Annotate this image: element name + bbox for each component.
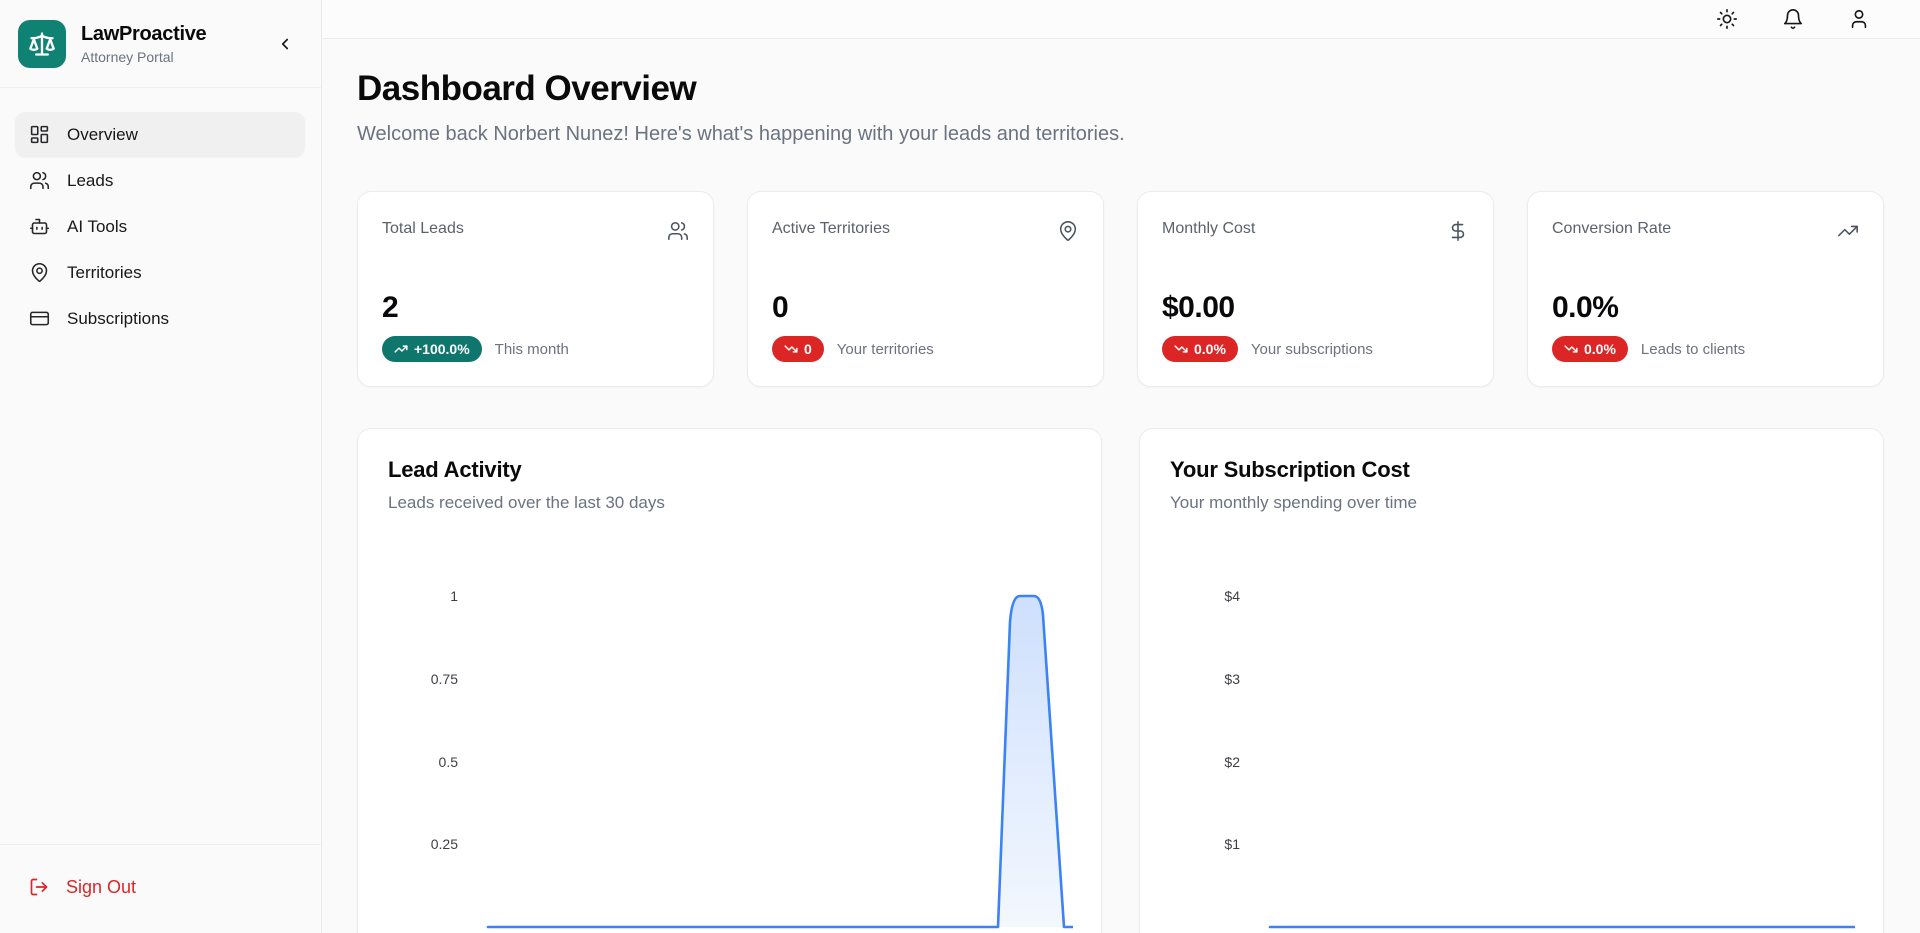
subscription-cost-chart-card: Your Subscription Cost Your monthly spen… <box>1139 428 1884 933</box>
stat-title: Monthly Cost <box>1162 220 1256 237</box>
trending-down-icon <box>1174 345 1188 353</box>
trending-down-icon <box>784 345 798 353</box>
stat-title: Conversion Rate <box>1552 220 1672 237</box>
sidebar-item-label: Leads <box>67 170 114 190</box>
sidebar-item-label: Overview <box>67 124 138 144</box>
trend-badge-value: 0 <box>804 341 812 357</box>
sign-out-button[interactable]: Sign Out <box>15 865 305 909</box>
stat-value: $0.00 <box>1162 291 1235 324</box>
stat-card-active-territories: Active Territories 0 0 <box>747 191 1104 387</box>
sidebar-nav: Overview Leads AI Tools <box>0 88 321 341</box>
stat-caption: Your territories <box>836 340 934 358</box>
sidebar-item-territories[interactable]: Territories <box>15 250 305 295</box>
trend-badge: +100.0% <box>382 336 482 362</box>
y-axis-tick: 0.5 <box>438 754 458 770</box>
main-area: Dashboard Overview Welcome back Norbert … <box>322 0 1920 933</box>
map-pin-icon <box>1059 221 1077 241</box>
lead-activity-plot: 1 0.75 0.5 0.25 <box>388 537 1073 933</box>
chart-subtitle: Your monthly spending over time <box>1170 493 1417 512</box>
credit-card-icon <box>29 311 50 326</box>
trend-badge: 0.0% <box>1552 336 1628 362</box>
stat-caption: Leads to clients <box>1640 340 1746 358</box>
lead-activity-chart-card: Lead Activity Leads received over the la… <box>357 428 1102 933</box>
sidebar-footer: Sign Out <box>0 844 321 933</box>
user-icon <box>1851 9 1867 29</box>
theme-toggle-button[interactable] <box>1708 0 1746 38</box>
trending-down-icon <box>1564 345 1578 353</box>
y-axis-tick: $3 <box>1224 671 1240 687</box>
sidebar: LawProactive Attorney Portal Overview <box>0 0 322 933</box>
y-axis-tick: 1 <box>450 588 458 604</box>
map-pin-icon <box>31 262 48 283</box>
profile-button[interactable] <box>1840 0 1878 38</box>
stat-value: 2 <box>382 291 399 324</box>
brand-logo <box>18 19 66 68</box>
brand-subtitle: Attorney Portal <box>81 48 174 65</box>
trend-badge-value: 0.0% <box>1194 341 1226 357</box>
bot-icon <box>29 218 50 235</box>
stat-card-conversion-rate: Conversion Rate 0.0% 0.0% Le <box>1527 191 1884 387</box>
notifications-button[interactable] <box>1774 0 1812 38</box>
sidebar-item-label: Subscriptions <box>67 308 170 328</box>
sidebar-item-subscriptions[interactable]: Subscriptions <box>15 296 305 341</box>
y-axis-tick: 0.25 <box>430 836 458 852</box>
trend-badge-value: 0.0% <box>1584 341 1616 357</box>
page-title: Dashboard Overview <box>357 69 697 108</box>
sidebar-item-ai-tools[interactable]: AI Tools <box>15 204 305 249</box>
page-subtitle: Welcome back Norbert Nunez! Here's what'… <box>357 123 1125 145</box>
area-series-leads <box>486 594 1073 929</box>
charts-row: Lead Activity Leads received over the la… <box>357 428 1884 933</box>
scales-icon <box>29 31 55 56</box>
sidebar-item-overview[interactable]: Overview <box>15 112 305 157</box>
chart-subtitle: Leads received over the last 30 days <box>388 493 665 512</box>
trend-badge: 0 <box>772 336 824 362</box>
y-axis-tick: 0.75 <box>430 671 458 687</box>
users-icon <box>668 221 688 241</box>
y-axis-tick: $1 <box>1224 836 1240 852</box>
log-out-icon <box>30 878 48 896</box>
trending-up-icon <box>394 345 408 353</box>
chevron-left-icon <box>281 38 289 49</box>
subscription-cost-plot: $4 $3 $2 $1 <box>1170 537 1855 933</box>
sidebar-item-label: AI Tools <box>67 216 128 236</box>
stats-row: Total Leads 2 +100.0% <box>357 191 1884 387</box>
stat-caption: Your subscriptions <box>1250 340 1373 358</box>
chart-title: Your Subscription Cost <box>1170 457 1410 482</box>
sun-icon <box>1717 9 1737 29</box>
stat-title: Active Territories <box>772 220 890 237</box>
sidebar-item-leads[interactable]: Leads <box>15 158 305 203</box>
chart-title: Lead Activity <box>388 457 522 482</box>
trend-badge-value: +100.0% <box>414 341 470 357</box>
dashboard-icon <box>30 125 49 144</box>
y-axis-tick: $4 <box>1224 588 1240 604</box>
stat-value: 0.0% <box>1552 291 1619 324</box>
stat-value: 0 <box>772 291 789 324</box>
users-icon <box>29 171 50 190</box>
sidebar-collapse-button[interactable] <box>269 28 301 60</box>
trend-badge: 0.0% <box>1162 336 1238 362</box>
brand-text: LawProactive Attorney Portal <box>81 22 207 65</box>
topbar <box>322 0 1920 39</box>
sidebar-header: LawProactive Attorney Portal <box>0 0 321 88</box>
trending-up-icon <box>1838 225 1858 237</box>
stat-card-total-leads: Total Leads 2 +100.0% <box>357 191 714 387</box>
stat-title: Total Leads <box>382 220 464 237</box>
sidebar-item-label: Territories <box>67 262 142 282</box>
stat-caption: This month <box>494 340 569 358</box>
page-content: Dashboard Overview Welcome back Norbert … <box>322 39 1920 933</box>
line-series-cost <box>1268 925 1855 929</box>
y-axis-tick: $2 <box>1224 754 1240 770</box>
sign-out-label: Sign Out <box>66 876 137 897</box>
dollar-icon <box>1451 221 1465 241</box>
stat-card-monthly-cost: Monthly Cost $0.00 0.0% <box>1137 191 1494 387</box>
bell-icon <box>1783 9 1803 29</box>
brand-name: LawProactive <box>81 22 207 45</box>
